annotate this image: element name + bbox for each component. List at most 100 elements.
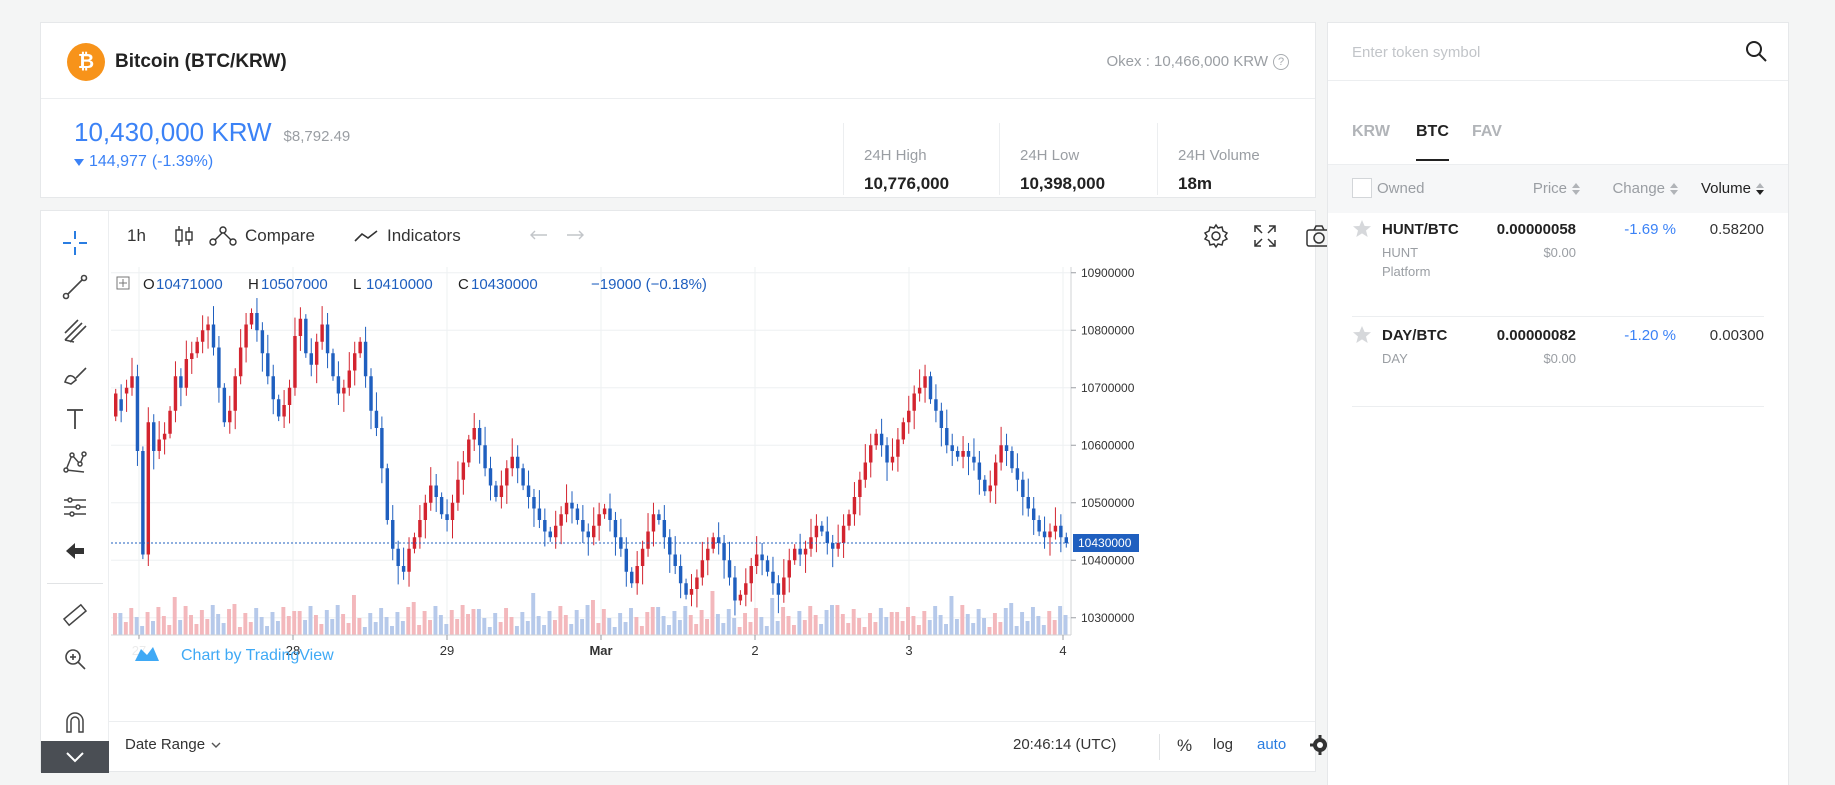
owned-checkbox[interactable] [1352,178,1372,198]
sort-volume[interactable]: Volume [1701,180,1764,197]
candle-body [841,525,846,543]
price-chart[interactable]: 10900000 10800000 10700000 10600000 10500000… [111,266,1259,687]
star-icon[interactable] [1352,219,1372,239]
price-tick-label: 10500000 [1081,496,1135,510]
volume-bar [438,615,443,635]
candle-body [738,594,743,601]
redo-button[interactable] [565,223,585,249]
date-range-label: Date Range [125,736,206,753]
candle-body [961,451,965,457]
log-scale-button[interactable]: log [1213,736,1234,753]
token-volume: 0.58200 [1709,221,1764,238]
volume-bar [286,616,291,635]
date-range-button[interactable]: Date Range [125,736,221,753]
volume-bar [618,613,623,635]
star-icon[interactable] [1352,325,1372,345]
prediction-icon [64,497,86,517]
volume-bar [987,627,992,635]
candle-body [787,560,791,578]
candle-body [782,577,786,595]
price-tick-label: 10900000 [1081,267,1135,280]
candle-body [977,462,982,480]
stat-24h-low: 24H Low 10,398,000 [999,123,1156,195]
candlestick-chart[interactable]: 10900000 10800000 10700000 10600000 10500000… [111,266,1259,687]
volume-bar [884,617,889,635]
volume-bar [352,595,356,635]
percent-scale-button[interactable]: % [1177,736,1193,755]
fullscreen-button[interactable] [1253,223,1277,249]
undo-button[interactable] [529,223,549,249]
candle-body [515,456,520,469]
candle-body [744,583,748,595]
indicators-button[interactable]: Indicators [353,223,461,249]
volume-bar [134,617,139,635]
measure-tool[interactable] [55,489,95,525]
candle-body [222,387,227,423]
chart-style-button[interactable] [173,223,195,249]
back-tool[interactable] [55,533,95,569]
volume-bar [840,614,845,635]
tab-fav[interactable]: FAV [1472,123,1502,140]
volume-bar [237,627,242,635]
pattern-tool[interactable] [55,445,95,481]
token-list-header: Owned Price Change Volume [1328,165,1788,213]
candle-body [325,324,330,354]
candle-body [1064,537,1068,543]
volume-bar [813,615,818,635]
volume-bar [786,616,791,635]
tradingview-cloud-icon [135,647,159,661]
zoom-tool[interactable] [55,641,95,677]
crosshair-tool[interactable] [55,225,95,261]
arrow-left-icon [66,543,84,559]
compare-label: Compare [245,226,315,245]
magnet-icon [66,712,84,733]
volume-bar [189,615,193,635]
sort-price[interactable]: Price [1533,180,1580,197]
token-row-day[interactable]: DAY/BTC DAY 0.00000082 $0.00 -1.20 % 0.0… [1352,319,1764,407]
candle-body [809,537,813,549]
fib-tool[interactable] [55,313,95,349]
compare-button[interactable]: Compare [209,223,315,249]
volume-bar [270,612,275,635]
candle-body [749,566,753,584]
volume-bar [297,611,302,635]
magnet-tool[interactable] [55,705,95,741]
auto-scale-button[interactable]: auto [1257,736,1287,753]
help-icon[interactable]: ? [1273,53,1289,70]
candle-body [380,428,384,469]
volume-bar [471,609,476,635]
token-search [1328,23,1788,81]
candle-body [271,376,275,400]
candle-body [1059,525,1063,538]
candle-body [575,508,580,520]
interval-button[interactable]: 1h [127,223,146,249]
volume-bar [466,614,470,635]
volume-bar [732,618,737,635]
candle-body [630,571,634,584]
tab-krw[interactable]: KRW [1352,123,1390,140]
chart-settings-button[interactable] [1203,223,1229,249]
owned-filter[interactable]: Owned [1352,178,1425,198]
collapse-toolbar-button[interactable] [41,741,109,773]
sort-change[interactable]: Change [1612,180,1678,197]
volume-bar [390,626,394,635]
volume-bar [639,626,644,635]
brush-tool[interactable] [55,357,95,393]
price-header-label: Price [1532,180,1567,197]
volume-bar [1041,625,1046,635]
volume-bar [400,621,405,635]
token-search-input[interactable] [1352,37,1732,67]
candle-body [521,468,525,486]
candle-body [993,462,998,486]
trend-line-tool[interactable] [55,269,95,305]
price-krw: 10,430,000 KRW [74,117,272,147]
candle-body [706,548,710,561]
token-row-hunt[interactable]: HUNT/BTC HUNT Platform 0.00000058 $0.00 … [1352,213,1764,317]
text-tool[interactable] [55,401,95,437]
search-button[interactable] [1744,39,1770,65]
volume-bar [525,621,530,635]
ruler-tool[interactable] [55,597,95,633]
tab-btc[interactable]: BTC [1416,123,1449,161]
candle-body [445,514,449,520]
candle-body [668,537,672,555]
